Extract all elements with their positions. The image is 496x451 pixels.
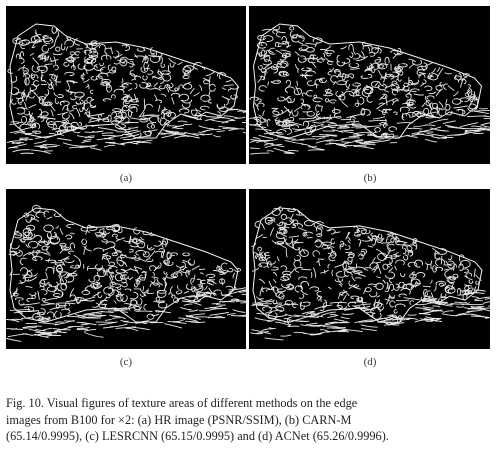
panel-label-c: (c) <box>119 356 133 368</box>
caption-line-2: images from B100 for ×2: (a) HR image (P… <box>6 412 352 427</box>
edge-image-panel-c <box>6 189 246 349</box>
panel-label-b: (b) <box>363 172 377 184</box>
edge-image-panel-a <box>6 6 246 164</box>
caption-line-3: (65.14/0.9995), (c) LESRCNN (65.15/0.999… <box>6 429 389 443</box>
edge-image-b <box>249 23 490 155</box>
panel-label-d: (d) <box>363 356 377 368</box>
panel-label-a: (a) <box>119 172 133 184</box>
edge-image-d <box>250 206 490 341</box>
edge-image-c <box>6 204 246 342</box>
figure-caption: Fig. 10. Visual figures of texture areas… <box>6 395 492 445</box>
edge-image-panel-b <box>249 6 490 164</box>
caption-line-1: Fig. 10. Visual figures of texture areas… <box>6 396 358 410</box>
edge-image-a <box>6 23 246 155</box>
edge-image-panel-d <box>249 189 490 349</box>
